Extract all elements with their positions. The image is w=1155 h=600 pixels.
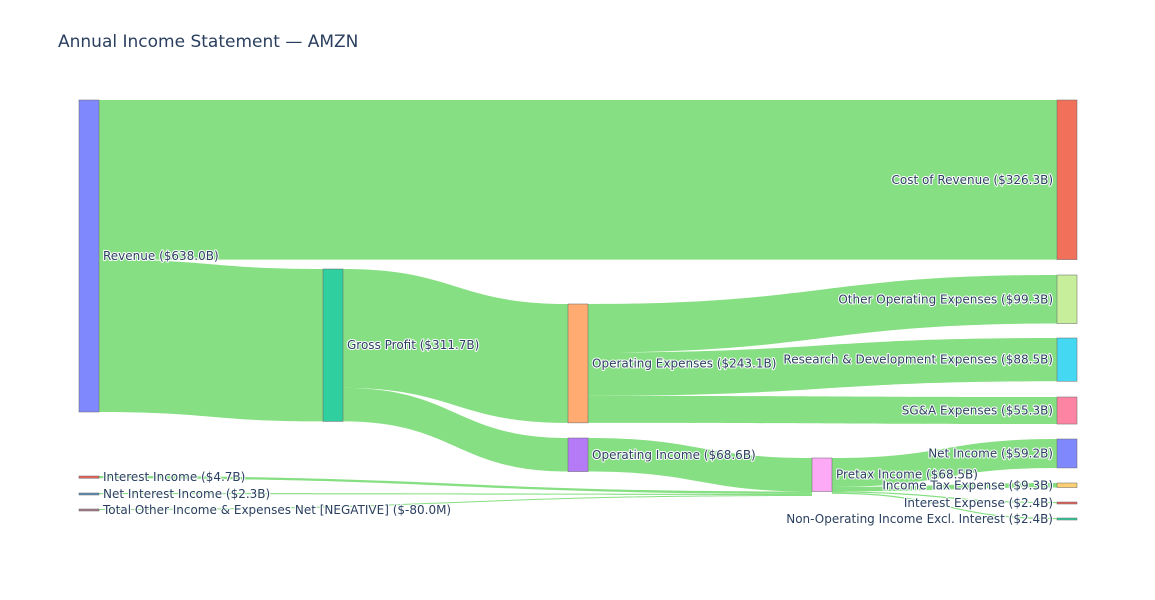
label-sga-expenses: SG&A Expenses ($55.3B) [902, 404, 1053, 418]
link-revenue-to-gross-profit[interactable] [99, 259, 323, 422]
node-revenue[interactable] [78, 99, 100, 413]
label-net-interest-income: Net Interest Income ($2.3B) [103, 487, 270, 501]
link-operating-expenses-to-sga-expenses[interactable] [588, 395, 1057, 425]
label-research-development: Research & Development Expenses ($88.5B) [783, 353, 1053, 367]
label-net-income: Net Income ($59.2B) [928, 446, 1053, 460]
link-revenue-to-cost-of-revenue[interactable] [99, 100, 1057, 260]
node-interest-income[interactable] [78, 475, 100, 479]
link-gross-profit-to-operating-income[interactable] [343, 387, 568, 472]
link-interest-income-to-pretax-income[interactable] [99, 476, 812, 494]
link-operating-income-to-pretax-income[interactable] [588, 438, 812, 492]
link-net-interest-income-to-pretax-income[interactable] [99, 493, 812, 495]
node-other-operating-expenses[interactable] [1056, 274, 1078, 324]
link-pretax-income-to-interest-expense[interactable] [832, 491, 1057, 504]
sankey-nodes [78, 99, 1078, 521]
node-gross-profit[interactable] [322, 268, 344, 422]
label-total-other-income: Total Other Income & Expenses Net [NEGAT… [102, 503, 451, 517]
node-net-interest-income[interactable] [78, 492, 100, 496]
label-non-operating-income: Non-Operating Income Excl. Interest ($2.… [786, 512, 1053, 526]
node-net-income[interactable] [1056, 438, 1078, 469]
link-operating-expenses-to-research-development[interactable] [588, 338, 1057, 396]
node-income-tax-expense[interactable] [1056, 482, 1078, 488]
node-sga-expenses[interactable] [1056, 396, 1078, 425]
link-total-other-income-to-pretax-income[interactable] [99, 494, 812, 510]
link-gross-profit-to-operating-expenses[interactable] [343, 269, 568, 423]
sankey-labels: Revenue ($638.0B) Gross Profit ($311.7B) C… [101, 172, 1054, 527]
label-operating-income: Operating Income ($68.6B) [592, 448, 756, 462]
node-operating-expenses[interactable] [567, 303, 589, 424]
node-interest-expense[interactable] [1056, 501, 1078, 505]
link-pretax-income-to-income-tax-expense[interactable] [832, 483, 1057, 492]
link-pretax-income-to-non-operating-income[interactable] [832, 492, 1057, 520]
label-gross-profit: Gross Profit ($311.7B) [347, 338, 479, 352]
sankey-links [99, 100, 1057, 520]
link-operating-expenses-to-other-operating-expenses[interactable] [588, 275, 1057, 353]
chart-title: Annual Income Statement — AMZN [58, 32, 359, 52]
node-pretax-income[interactable] [811, 457, 833, 492]
node-operating-income[interactable] [567, 437, 589, 472]
node-research-development[interactable] [1056, 337, 1078, 382]
link-pretax-income-to-net-income[interactable] [832, 439, 1057, 487]
node-cost-of-revenue[interactable] [1056, 99, 1078, 260]
label-revenue: Revenue ($638.0B) [103, 249, 219, 263]
label-operating-expenses: Operating Expenses ($243.1B) [592, 356, 776, 370]
label-income-tax-expense: Income Tax Expense ($9.3B) [882, 478, 1053, 492]
node-non-operating-income[interactable] [1056, 517, 1078, 521]
label-pretax-income: Pretax Income ($68.5B) [836, 468, 978, 482]
label-interest-expense: Interest Expense ($2.4B) [904, 496, 1053, 510]
node-total-other-income[interactable] [78, 508, 100, 512]
label-interest-income: Interest Income ($4.7B) [103, 470, 245, 484]
label-cost-of-revenue: Cost of Revenue ($326.3B) [891, 173, 1053, 187]
label-other-operating-expenses: Other Operating Expenses ($99.3B) [838, 292, 1053, 306]
